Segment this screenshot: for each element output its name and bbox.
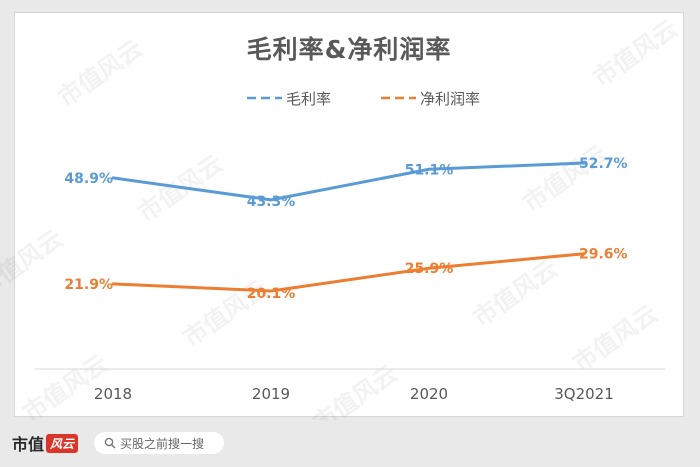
data-label: 51.1% [405, 162, 454, 178]
search-box[interactable]: 买股之前搜一搜 [94, 432, 224, 454]
series-line [111, 161, 586, 202]
data-label: 21.9% [64, 277, 113, 293]
series-layer: 48.9% 43.3% 51.1% 52.7% 21.9% 20.1% 25.9% 29.6% [64, 156, 627, 302]
x-tick-label: 2019 [252, 385, 290, 403]
x-tick-label: 2018 [94, 385, 132, 403]
chart-card [14, 12, 684, 417]
brand-logo[interactable]: 市值 风云 [12, 430, 79, 456]
legend-label: 毛利率 [286, 90, 331, 108]
data-label: 52.7% [579, 156, 628, 172]
x-tick-label: 3Q2021 [554, 385, 614, 403]
watermark-text: 市值风云 [468, 254, 563, 332]
watermark-text: 市值风云 [0, 224, 68, 302]
search-icon [100, 437, 120, 449]
series-line [111, 252, 586, 293]
data-label: 48.9% [64, 171, 113, 187]
x-tick-label: 2020 [410, 385, 448, 403]
x-axis-ticks: 2018 2019 2020 3Q2021 [94, 385, 614, 403]
watermark-text: 市值风云 [518, 139, 613, 217]
legend-label: 净利润率 [420, 90, 480, 108]
data-label: 20.1% [247, 286, 296, 302]
watermark-text: 市值风云 [568, 299, 663, 377]
legend: 毛利率 净利润率 [247, 90, 480, 108]
brand-text: 市值 [12, 435, 45, 454]
chart-title: 毛利率&净利润率 [246, 35, 452, 64]
footer: 市值 风云 买股之前搜一搜 [0, 420, 700, 467]
brand-badge: 风云 [46, 433, 79, 453]
data-label: 25.9% [405, 261, 454, 277]
search-placeholder: 买股之前搜一搜 [120, 436, 205, 451]
data-label: 29.6% [579, 247, 628, 263]
data-label: 43.3% [247, 194, 296, 210]
